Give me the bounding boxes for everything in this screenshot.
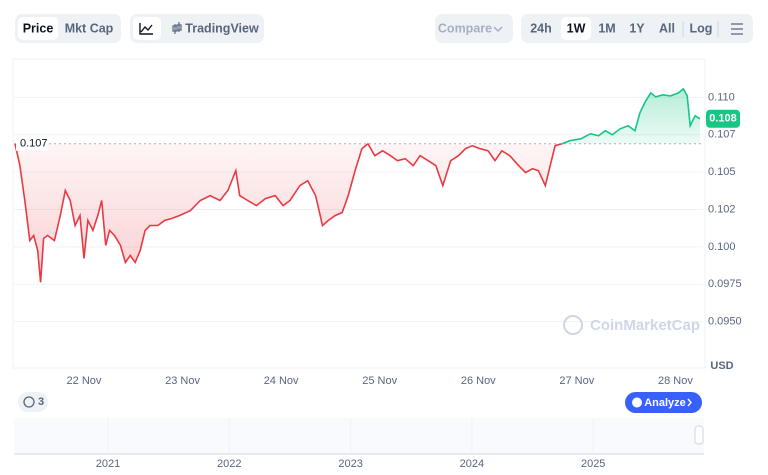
badge[interactable] <box>18 392 48 412</box>
tradingview-button[interactable]: TradingView <box>185 21 259 35</box>
navigator-label: 2023 <box>338 458 362 470</box>
range-button[interactable]: 1Y <box>629 21 645 35</box>
x-tick-label: 22 Nov <box>67 375 102 387</box>
badge-count: 3 <box>38 396 44 408</box>
price-tab[interactable]: Price <box>23 21 54 35</box>
log-button[interactable]: Log <box>690 21 713 35</box>
x-tick-label: 27 Nov <box>559 375 594 387</box>
watermark-logo <box>563 315 583 335</box>
candle-icon <box>172 22 182 34</box>
price-line-up <box>14 87 701 144</box>
analyze-label: Analyze <box>644 397 686 409</box>
active-tab <box>18 17 58 40</box>
navigator-handle[interactable] <box>694 425 704 445</box>
analyze-button[interactable] <box>625 392 702 413</box>
navigator <box>14 418 704 454</box>
navigator-label: 2022 <box>217 458 241 470</box>
history-icon <box>23 396 35 408</box>
baseline-label: 0.107 <box>20 138 48 150</box>
range-button[interactable]: All <box>659 21 675 35</box>
y-tick-label: 0.0975 <box>708 278 742 290</box>
compare-label: Compare <box>438 21 492 35</box>
y-unit: USD <box>710 360 733 372</box>
baseline-label-bg <box>16 135 48 151</box>
chevron <box>687 398 692 407</box>
y-tick-label: 0.100 <box>708 241 736 253</box>
mktcap-tab[interactable]: Mkt Cap <box>65 21 114 35</box>
y-tick-label: 0.0950 <box>708 316 742 328</box>
navigator-label: 2021 <box>96 458 120 470</box>
compare-button[interactable] <box>435 14 513 43</box>
watermark: CoinMarketCap <box>590 317 700 334</box>
analyze-icon <box>632 397 642 408</box>
active-range <box>561 17 591 40</box>
settings-icon[interactable] <box>731 23 743 35</box>
chevron <box>493 26 503 33</box>
y-tick-label: 0.105 <box>708 166 736 178</box>
x-tick-label: 28 Nov <box>658 375 693 387</box>
plot-frame <box>12 58 706 369</box>
navigator-label: 2024 <box>460 458 484 470</box>
area-down <box>15 143 562 283</box>
x-tick-label: 25 Nov <box>362 375 397 387</box>
x-tick-label: 24 Nov <box>264 375 299 387</box>
last-price-label: 0.108 <box>709 113 737 125</box>
line-icon <box>139 23 153 35</box>
x-tick-label: 23 Nov <box>165 375 200 387</box>
y-tick-label: 0.107 <box>708 129 736 141</box>
y-tick-label: 0.110 <box>708 91 735 103</box>
last-price-badge <box>706 109 740 128</box>
range-button[interactable]: 1M <box>598 21 615 35</box>
area-up <box>15 88 700 144</box>
x-tick-label: 26 Nov <box>461 375 496 387</box>
tool-group <box>130 14 264 43</box>
price-line-down <box>14 143 565 283</box>
y-tick-label: 0.102 <box>708 203 736 215</box>
range-button[interactable]: 1W <box>567 21 586 35</box>
navigator-label: 2025 <box>581 458 605 470</box>
range-button[interactable]: 24h <box>530 21 552 35</box>
